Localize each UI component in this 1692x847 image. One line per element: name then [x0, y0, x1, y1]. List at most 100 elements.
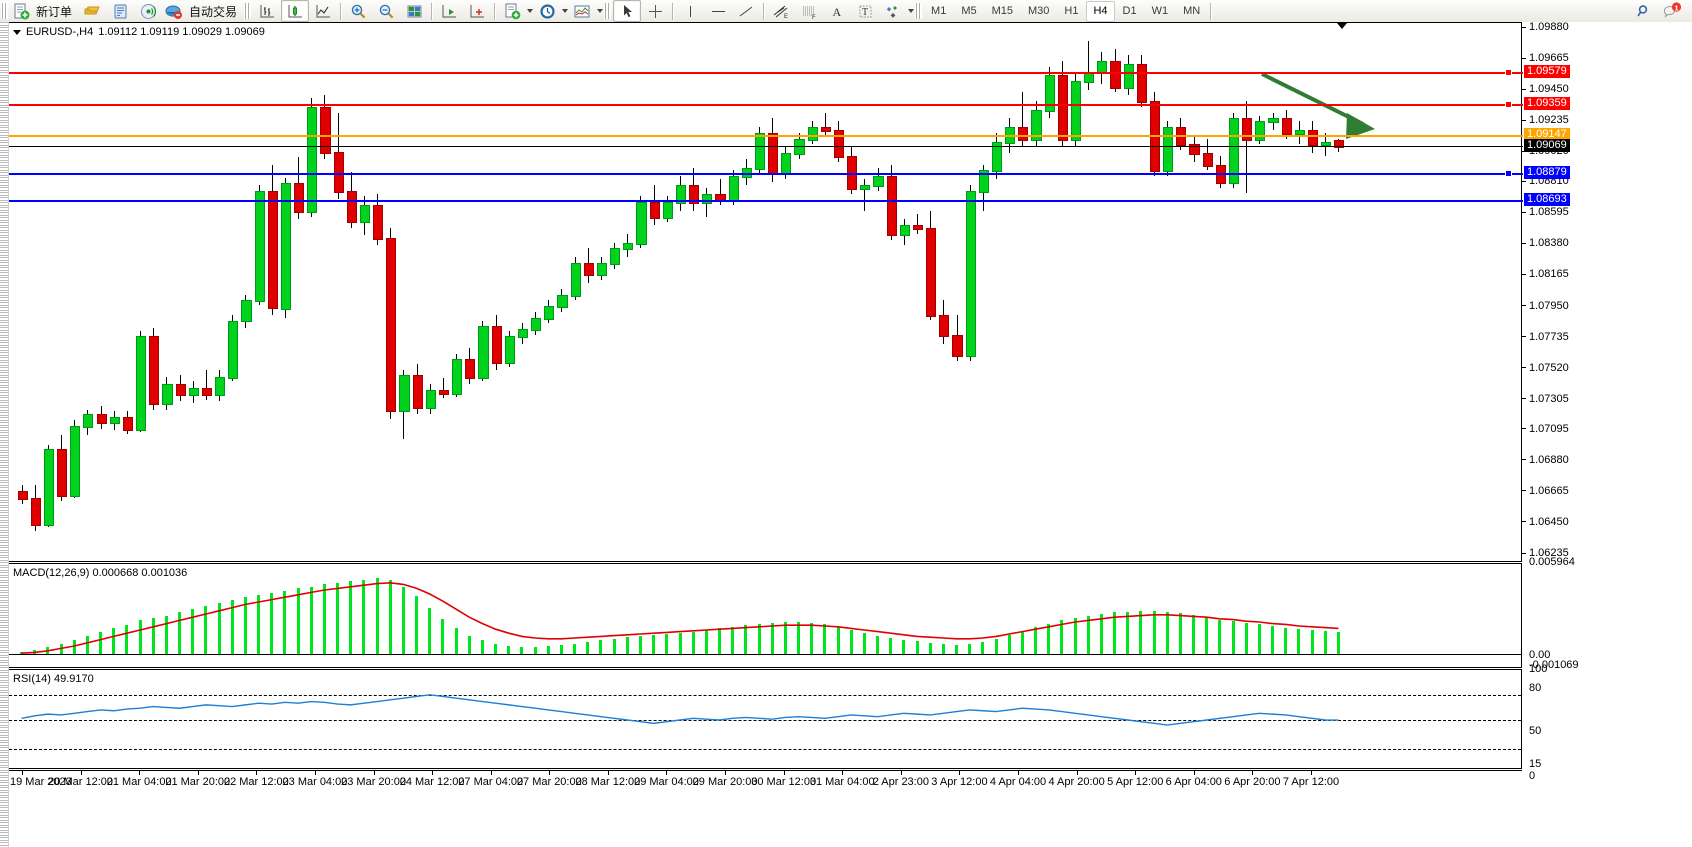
candle-body — [359, 205, 371, 223]
chart-collapse-caret[interactable] — [1337, 23, 1347, 29]
auto-trade-button[interactable]: 自动交易 — [162, 0, 243, 22]
candle-body — [1228, 118, 1240, 184]
time-tick — [549, 771, 551, 775]
search-button[interactable] — [1630, 0, 1658, 22]
candle-body — [860, 184, 871, 190]
macd-pane[interactable]: MACD(12,26,9) 0.000668 0.001036 — [8, 563, 1522, 668]
grid-button[interactable] — [400, 0, 428, 22]
price-axis[interactable]: 1.098801.096651.094501.092351.090201.088… — [1522, 21, 1692, 782]
price-level-label-1.09359[interactable]: 1.09359 — [1524, 97, 1570, 111]
crosshair-button[interactable] — [641, 0, 669, 22]
equidistant-channel-button[interactable]: E — [767, 0, 795, 22]
text-label-button[interactable]: T — [851, 0, 879, 22]
horizontal-line-button[interactable] — [704, 0, 732, 22]
rsi-pane[interactable]: RSI(14) 49.9170 — [8, 669, 1522, 769]
time-tick — [314, 771, 316, 775]
period-dropdown-caret[interactable] — [562, 9, 569, 13]
price-level-label-1.09147[interactable]: 1.09147 — [1524, 127, 1570, 141]
price-pane[interactable]: EURUSD-,H4 1.09112 1.09119 1.09029 1.090… — [8, 22, 1523, 562]
timeframe-h4[interactable]: H4 — [1086, 0, 1115, 22]
zoom-in-button[interactable] — [344, 0, 372, 22]
candle-body — [241, 300, 252, 323]
price-level-label-1.08879[interactable]: 1.08879 — [1524, 166, 1570, 180]
candle-body — [333, 151, 344, 193]
shapes-button[interactable] — [879, 0, 907, 22]
cursor-button[interactable] — [613, 0, 642, 22]
price-level-line-1.08879[interactable] — [9, 173, 1523, 176]
macd-histogram-bar — [599, 640, 603, 654]
price-level-line-1.08693[interactable] — [9, 200, 1523, 203]
new-object-dropdown-caret[interactable] — [527, 9, 534, 13]
macd-histogram-bar — [480, 640, 484, 654]
chart-shift-button[interactable] — [463, 0, 491, 22]
price-level-label-1.08693[interactable]: 1.08693 — [1524, 193, 1570, 207]
timeframe-m15[interactable]: M15 — [991, 5, 1013, 17]
timeframe-mn[interactable]: MN — [1183, 5, 1201, 17]
toolbar-grip-4[interactable] — [915, 3, 923, 19]
rsi-level-50 — [9, 720, 1521, 721]
time-label: 19 Mar 2023 — [10, 776, 72, 788]
macd-histogram-bar — [612, 638, 616, 654]
candle-body — [886, 176, 897, 236]
timeframe-h1[interactable]: H1 — [1064, 5, 1079, 17]
price-level-line-1.09579[interactable] — [9, 72, 1523, 75]
timeframe-m1[interactable]: M1 — [931, 5, 947, 17]
vertical-line-button[interactable] — [676, 0, 704, 22]
new-object-button[interactable] — [498, 0, 526, 22]
timeframe-m5[interactable]: M5 — [961, 5, 977, 17]
shapes-dropdown-caret[interactable] — [908, 9, 915, 13]
time-tick — [373, 771, 375, 775]
new-order-button[interactable]: 新订单 — [10, 0, 78, 22]
candlestick-chart-button[interactable] — [281, 0, 310, 22]
timeframe-m30[interactable]: M30 — [1028, 5, 1050, 17]
price-level-label-1.09579[interactable]: 1.09579 — [1524, 65, 1570, 79]
macd-histogram-bar — [1205, 617, 1209, 654]
rsi-level-15 — [9, 749, 1521, 751]
macd-histogram-bar — [151, 618, 155, 654]
notification-button[interactable]: 1 — [1658, 0, 1686, 22]
price-level-line-1.09147[interactable] — [9, 134, 1523, 137]
time-tick — [139, 771, 141, 775]
trendline-button[interactable] — [732, 0, 760, 22]
indicators-dropdown-caret[interactable] — [597, 9, 604, 13]
macd-histogram-bar — [902, 639, 906, 654]
zoom-out-button[interactable] — [372, 0, 400, 22]
signal-button[interactable] — [134, 0, 162, 22]
timeframe-w1[interactable]: W1 — [1151, 5, 1169, 17]
price-level-handle-1.09359[interactable] — [1505, 101, 1512, 109]
macd-histogram-bar — [85, 635, 89, 654]
svg-text:T: T — [862, 7, 868, 18]
bar-chart-button[interactable] — [253, 0, 281, 22]
candle-body — [1307, 130, 1319, 147]
toolbar-grip-2[interactable] — [244, 3, 252, 19]
folder-button[interactable] — [78, 0, 106, 22]
price-level-handle-1.09579[interactable] — [1505, 69, 1512, 77]
price-level-handle-1.08879[interactable] — [1505, 170, 1512, 178]
candle-body — [373, 205, 384, 241]
period-separator-button[interactable] — [533, 0, 561, 22]
candle-body — [465, 359, 476, 379]
price-level-label-1.09069[interactable]: 1.09069 — [1524, 139, 1570, 153]
toolbar-grip[interactable] — [1, 3, 8, 19]
time-axis[interactable]: 19 Mar 2023 20 Mar 12:00 21 Mar 04:00 21 Ma… — [8, 770, 1522, 790]
timeframe-d1[interactable]: D1 — [1122, 5, 1137, 17]
history-button[interactable] — [106, 0, 134, 22]
macd-histogram-bar — [665, 634, 669, 654]
auto-scroll-button[interactable] — [435, 0, 463, 22]
indicators-button[interactable] — [568, 0, 596, 22]
line-chart-button[interactable] — [309, 0, 337, 22]
candle-body — [991, 141, 1003, 173]
candle-body — [307, 106, 318, 213]
text-button[interactable]: A — [823, 0, 851, 22]
fibonacci-button[interactable]: F — [795, 0, 823, 22]
toolbar-grip-3[interactable] — [604, 3, 612, 19]
time-label: 29 Mar 04:00 — [634, 776, 699, 788]
chart-left-grip[interactable] — [0, 22, 9, 847]
price-level-line-1.09069[interactable] — [9, 146, 1523, 148]
chart-menu-caret[interactable] — [13, 29, 21, 35]
macd-histogram-bar — [204, 606, 208, 654]
macd-histogram-bar — [401, 586, 405, 654]
price-level-line-1.09359[interactable] — [9, 104, 1523, 107]
candle-body — [1255, 121, 1266, 141]
time-label: 29 Mar 20:00 — [692, 776, 758, 788]
